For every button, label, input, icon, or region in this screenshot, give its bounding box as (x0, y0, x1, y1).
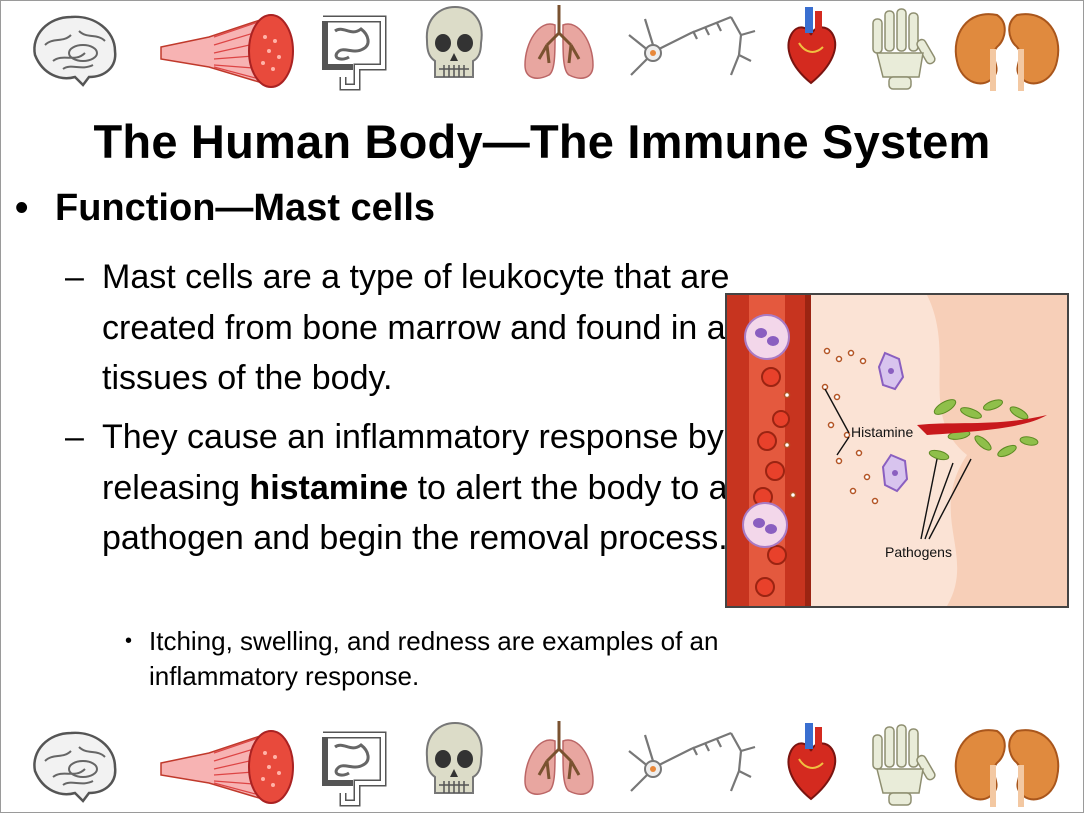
main-bullet: • Function—Mast cells (15, 187, 435, 230)
bullet-marker: • (15, 187, 29, 229)
heart-icon (781, 719, 841, 809)
sub-point-2-text-start: They cause an inflammatory response by r… (102, 418, 724, 507)
sub-point-2: – They cause an inflammatory response by… (65, 412, 745, 622)
pathogens (928, 399, 1039, 461)
neuron-icon (621, 721, 761, 811)
muscle-icon (159, 723, 299, 812)
dash-marker: – (65, 418, 84, 456)
muscle-icon (159, 7, 299, 97)
sub-point-1-text: Mast cells are a type of leukocyte that … (102, 258, 741, 397)
sub-point-1: – Mast cells are a type of leukocyte tha… (65, 252, 745, 412)
dash-marker: – (65, 258, 84, 296)
sub-point-2-text-end: to alert the body to a pathogen and begi… (102, 468, 728, 558)
organ-icons-bottom (1, 717, 1083, 812)
leukocyte-cell (744, 314, 790, 360)
lungs-icon (519, 3, 599, 93)
sub-point-2-text: They cause an inflammatory response by r… (102, 412, 742, 564)
organ-icons-top (1, 1, 1083, 96)
pathogens-label: Pathogens (885, 544, 952, 560)
hand-bones-icon (863, 5, 943, 95)
histamine-label: Histamine (851, 424, 913, 440)
hand-bones-icon (863, 721, 943, 811)
neuron-icon (621, 5, 761, 95)
histamine-granules (783, 347, 879, 505)
histamine-bold: histamine (249, 468, 409, 507)
sub-bullet-marker: • (125, 630, 133, 652)
leukocyte-cell (742, 502, 788, 548)
wound (917, 415, 1047, 435)
bullet-text: Function—Mast cells (55, 187, 436, 229)
kidneys-icon (947, 721, 1067, 811)
slide-title: The Human Body—The Immune System (93, 115, 991, 168)
kidneys-icon (947, 5, 1067, 95)
mast-cell-diagram: Histamine Pathogens (725, 293, 1069, 608)
brain-icon (23, 721, 123, 811)
intestine-icon (313, 5, 393, 95)
skull-icon (419, 3, 489, 93)
lungs-icon (519, 719, 599, 809)
brain-icon (23, 5, 123, 95)
skull-icon (419, 719, 489, 809)
red-blood-cells (753, 367, 790, 597)
sub-sub-point-text: Itching, swelling, and redness are examp… (149, 626, 719, 691)
heart-icon (781, 3, 841, 93)
intestine-icon (313, 721, 393, 811)
mast-cell-illustration: Histamine Pathogens (727, 295, 1067, 606)
